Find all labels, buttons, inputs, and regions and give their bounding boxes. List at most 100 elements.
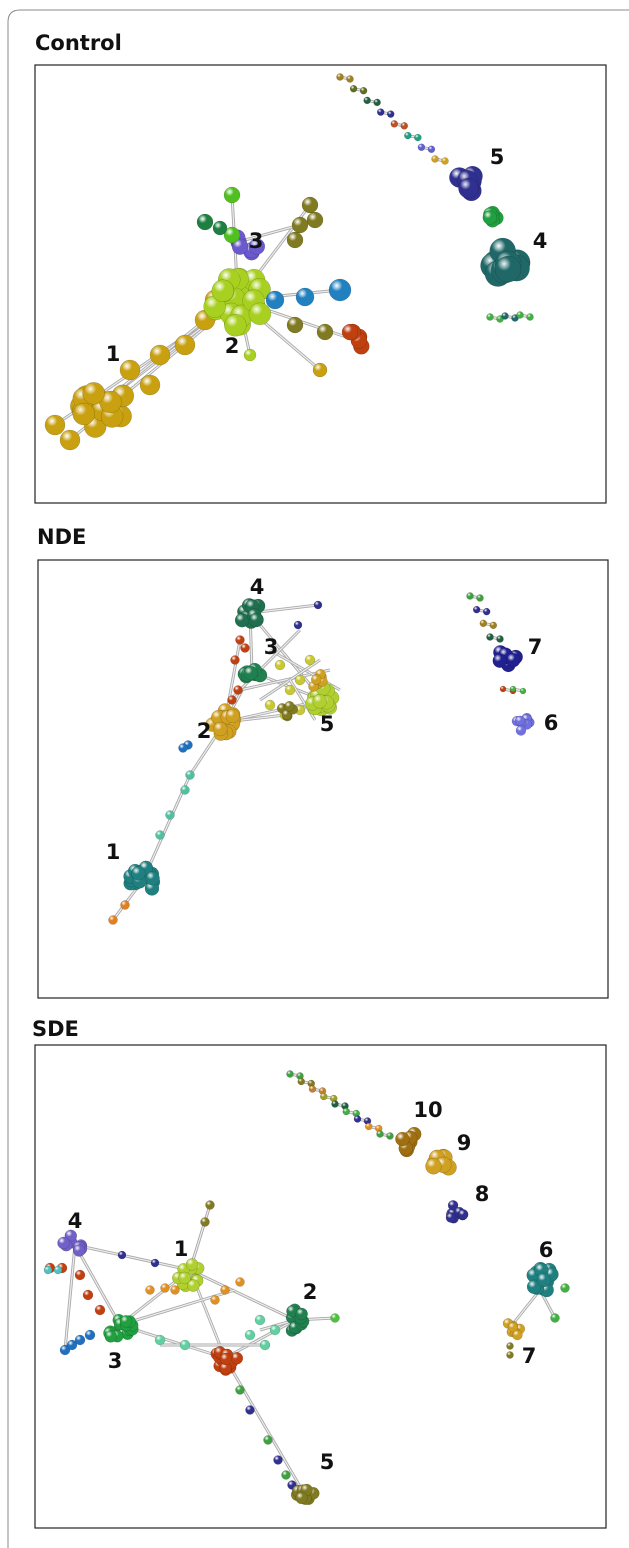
- node: [245, 1330, 255, 1340]
- node: [266, 291, 284, 309]
- node: [140, 375, 160, 395]
- node: [235, 613, 249, 627]
- cluster-label: 7: [528, 635, 543, 659]
- node: [287, 232, 303, 248]
- node: [231, 656, 240, 665]
- cluster-label: 1: [174, 1237, 189, 1261]
- node: [236, 636, 245, 645]
- node: [73, 1244, 85, 1256]
- node: [264, 1436, 273, 1445]
- node: [500, 686, 506, 692]
- node: [307, 212, 323, 228]
- node: [156, 831, 165, 840]
- node: [495, 256, 521, 282]
- node: [249, 303, 271, 325]
- node: [365, 1123, 372, 1130]
- node: [343, 1108, 350, 1115]
- cluster-label: 2: [225, 334, 240, 358]
- node: [442, 158, 449, 165]
- node: [270, 1325, 280, 1335]
- node: [171, 1286, 180, 1295]
- cluster-label: 3: [249, 229, 264, 253]
- cluster-label: 4: [68, 1209, 83, 1233]
- node: [282, 1471, 291, 1480]
- figure: Control NDE SDE 12345123456712345678910: [0, 0, 629, 1548]
- node: [302, 197, 318, 213]
- node: [180, 1340, 190, 1350]
- node: [493, 654, 507, 668]
- node: [83, 1290, 93, 1300]
- node: [332, 1101, 339, 1108]
- node: [236, 1386, 245, 1395]
- node: [166, 811, 175, 820]
- node: [317, 324, 333, 340]
- node: [287, 317, 303, 333]
- cluster-label: 8: [475, 1182, 490, 1206]
- node: [151, 1259, 159, 1267]
- cluster-label: 6: [539, 1238, 554, 1262]
- node: [105, 1330, 117, 1342]
- node: [520, 688, 526, 694]
- cluster-label: 1: [106, 840, 121, 864]
- node: [314, 601, 322, 609]
- panel-frame: [35, 65, 606, 503]
- node: [181, 786, 190, 795]
- node: [311, 675, 321, 685]
- cluster-label: 5: [320, 712, 335, 736]
- node: [309, 1086, 316, 1093]
- node: [285, 685, 295, 695]
- node: [161, 1284, 170, 1293]
- node: [241, 644, 250, 653]
- node: [391, 120, 398, 127]
- node: [364, 97, 371, 104]
- node: [201, 1218, 210, 1227]
- node: [213, 722, 227, 736]
- node: [296, 288, 314, 306]
- node: [515, 716, 525, 726]
- node: [502, 313, 509, 320]
- node: [287, 1071, 294, 1078]
- node: [418, 144, 425, 151]
- node: [60, 430, 80, 450]
- node: [109, 916, 118, 925]
- node: [446, 1213, 456, 1223]
- node: [275, 660, 285, 670]
- node: [298, 1078, 305, 1085]
- node: [244, 349, 256, 361]
- node: [387, 1133, 394, 1140]
- node: [354, 1116, 361, 1123]
- node: [425, 1158, 441, 1174]
- node: [54, 1266, 62, 1274]
- node: [458, 178, 478, 198]
- node: [506, 653, 520, 667]
- node: [294, 621, 302, 629]
- node: [150, 345, 170, 365]
- node: [473, 606, 480, 613]
- node: [255, 1315, 265, 1325]
- node: [428, 146, 435, 153]
- node: [95, 1305, 105, 1315]
- cluster-label: 3: [264, 635, 279, 659]
- node: [146, 871, 160, 885]
- node: [224, 187, 240, 203]
- node: [360, 87, 367, 94]
- node: [120, 1315, 132, 1327]
- node: [228, 696, 237, 705]
- node: [83, 382, 105, 404]
- panel-title: Control: [35, 31, 122, 55]
- node: [374, 99, 381, 106]
- node: [313, 694, 327, 708]
- node: [377, 109, 384, 116]
- node: [347, 76, 354, 83]
- node: [131, 866, 145, 880]
- panel-title: NDE: [37, 525, 86, 549]
- cluster-label: 4: [533, 229, 548, 253]
- node: [487, 314, 494, 321]
- node: [295, 675, 305, 685]
- node: [404, 132, 411, 139]
- node: [467, 593, 474, 600]
- node: [414, 134, 421, 141]
- node: [490, 622, 497, 629]
- node: [551, 1314, 560, 1323]
- node: [75, 1335, 85, 1345]
